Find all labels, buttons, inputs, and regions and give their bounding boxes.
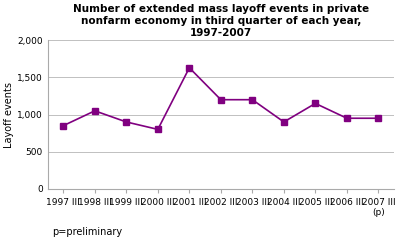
Title: Number of extended mass layoff events in private
nonfarm economy in third quarte: Number of extended mass layoff events in…: [73, 4, 369, 38]
Y-axis label: Layoff events: Layoff events: [4, 82, 14, 148]
Text: p=preliminary: p=preliminary: [52, 227, 122, 237]
